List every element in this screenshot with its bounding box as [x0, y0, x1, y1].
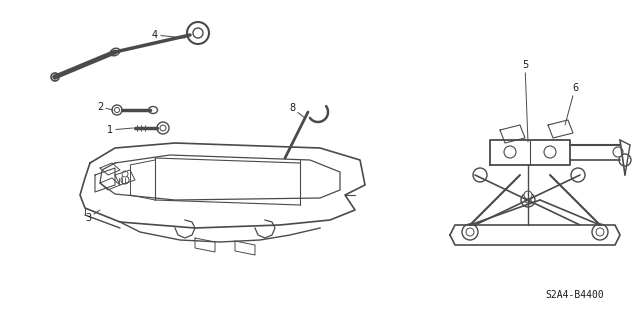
Circle shape [613, 147, 623, 157]
Circle shape [160, 125, 166, 131]
Circle shape [473, 168, 487, 182]
Text: 1: 1 [107, 125, 133, 135]
Text: 4: 4 [152, 30, 185, 40]
Circle shape [112, 105, 122, 115]
Ellipse shape [110, 48, 120, 56]
Circle shape [51, 73, 59, 81]
Circle shape [462, 224, 478, 240]
Circle shape [53, 75, 57, 79]
Text: 5: 5 [522, 60, 528, 142]
Circle shape [619, 154, 631, 166]
Circle shape [521, 193, 535, 207]
Text: 8: 8 [289, 103, 305, 118]
Circle shape [544, 146, 556, 158]
Circle shape [466, 228, 474, 236]
Circle shape [571, 168, 585, 182]
Circle shape [122, 171, 128, 177]
Circle shape [592, 224, 608, 240]
Circle shape [157, 122, 169, 134]
Circle shape [121, 176, 129, 184]
Circle shape [115, 108, 120, 113]
Circle shape [524, 191, 532, 199]
Circle shape [193, 28, 203, 38]
Text: S2A4-B4400: S2A4-B4400 [546, 290, 604, 300]
Circle shape [596, 228, 604, 236]
Circle shape [187, 22, 209, 44]
Circle shape [525, 197, 531, 203]
Text: 3: 3 [85, 210, 100, 223]
Circle shape [504, 146, 516, 158]
Text: 6: 6 [565, 83, 578, 125]
Text: 2: 2 [97, 102, 113, 112]
Ellipse shape [148, 107, 157, 114]
